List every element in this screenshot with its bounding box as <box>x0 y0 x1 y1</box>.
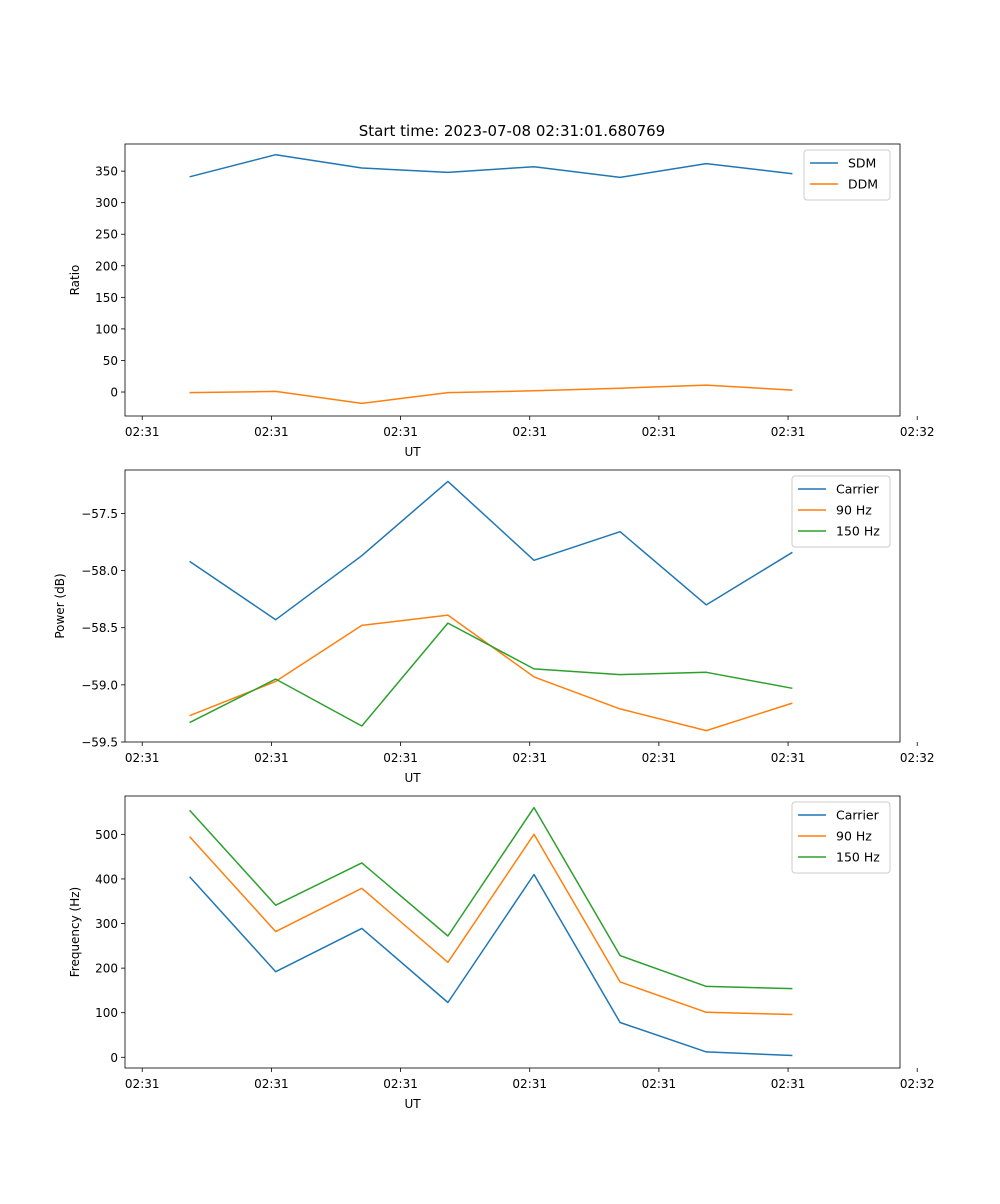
y-tick-label: 0 <box>110 386 118 400</box>
x-axis-label: UT <box>404 771 421 785</box>
x-tick-label: 02:31 <box>771 751 806 765</box>
x-tick-label: 02:32 <box>900 1077 935 1091</box>
legend-label: 150 Hz <box>836 850 880 865</box>
x-tick-label: 02:31 <box>254 425 289 439</box>
y-tick-label: 50 <box>103 354 118 368</box>
y-tick-label: 0 <box>110 1051 118 1065</box>
series-line-sdm <box>189 153 793 179</box>
y-tick-label: 100 <box>95 1006 118 1020</box>
x-tick-label: 02:31 <box>642 1077 677 1091</box>
legend-label: Carrier <box>836 808 880 823</box>
y-tick-label: 500 <box>95 828 118 842</box>
chart-panel-2: 02:31 02:31 02:31 02:31 02:31 02:31 02:32 −59.5… <box>53 469 935 785</box>
x-tick-label: 02:31 <box>512 1077 547 1091</box>
x-tick-label: 02:31 <box>642 751 677 765</box>
x-axis-label: UT <box>404 445 421 459</box>
axes-frame <box>124 469 901 743</box>
y-axis-label: Frequency (Hz) <box>68 887 82 978</box>
y-tick-label: 200 <box>95 962 118 976</box>
series-line-90-hz <box>189 833 793 1016</box>
series-line-carrier <box>189 480 793 621</box>
legend-label: 90 Hz <box>836 829 872 844</box>
chart-panel-1: 02:31 02:31 02:31 02:31 02:31 02:31 02:32 0 50 10… <box>68 143 935 459</box>
x-tick-label: 02:31 <box>125 1077 160 1091</box>
x-tick-label: 02:31 <box>771 425 806 439</box>
axes-frame <box>124 143 901 417</box>
series-line-carrier <box>189 873 793 1057</box>
legend: Carrier 90 Hz 150 Hz <box>791 801 891 874</box>
legend-box <box>791 475 891 548</box>
figure-title: Start time: 2023-07-08 02:31:01.680769 <box>359 122 665 140</box>
legend-label: DDM <box>848 177 878 192</box>
legend-label: 150 Hz <box>836 524 880 539</box>
y-tick-label: 150 <box>95 291 118 305</box>
x-tick-label: 02:32 <box>900 751 935 765</box>
legend-label: SDM <box>848 156 876 171</box>
y-axis-label: Ratio <box>68 265 82 296</box>
y-tick-label: −58.5 <box>81 621 118 635</box>
x-tick-label: 02:31 <box>383 751 418 765</box>
series-line-150-hz <box>189 622 793 727</box>
x-tick-label: 02:31 <box>254 1077 289 1091</box>
x-tick-label: 02:31 <box>512 425 547 439</box>
series-line-ddm <box>189 384 793 405</box>
y-tick-label: 300 <box>95 917 118 931</box>
legend: Carrier 90 Hz 150 Hz <box>791 475 891 548</box>
x-tick-label: 02:31 <box>642 425 677 439</box>
y-tick-label: −58.0 <box>81 564 118 578</box>
x-tick-label: 02:31 <box>254 751 289 765</box>
legend-label: 90 Hz <box>836 503 872 518</box>
x-tick-label: 02:31 <box>125 425 160 439</box>
x-tick-label: 02:31 <box>383 1077 418 1091</box>
y-tick-label: −59.0 <box>81 678 118 692</box>
legend-box <box>803 149 891 201</box>
x-tick-label: 02:32 <box>900 425 935 439</box>
x-tick-label: 02:31 <box>771 1077 806 1091</box>
y-tick-label: 250 <box>95 228 118 242</box>
chart-panel-3: 02:31 02:31 02:31 02:31 02:31 02:31 02:32 0 100 2… <box>68 795 935 1111</box>
x-tick-label: 02:31 <box>125 751 160 765</box>
legend: SDM DDM <box>803 149 891 201</box>
series-line-150-hz <box>189 806 793 990</box>
y-tick-label: 200 <box>95 259 118 273</box>
legend-box <box>791 801 891 874</box>
y-tick-label: −59.5 <box>81 736 118 750</box>
y-tick-label: −57.5 <box>81 507 118 521</box>
x-tick-label: 02:31 <box>383 425 418 439</box>
y-axis-label: Power (dB) <box>53 573 67 638</box>
y-tick-label: 400 <box>95 872 118 886</box>
x-tick-label: 02:31 <box>512 751 547 765</box>
y-tick-label: 350 <box>95 165 118 179</box>
x-axis-label: UT <box>404 1097 421 1111</box>
legend-label: Carrier <box>836 482 880 497</box>
y-tick-label: 100 <box>95 322 118 336</box>
y-tick-label: 300 <box>95 196 118 210</box>
axes-frame <box>124 795 901 1069</box>
